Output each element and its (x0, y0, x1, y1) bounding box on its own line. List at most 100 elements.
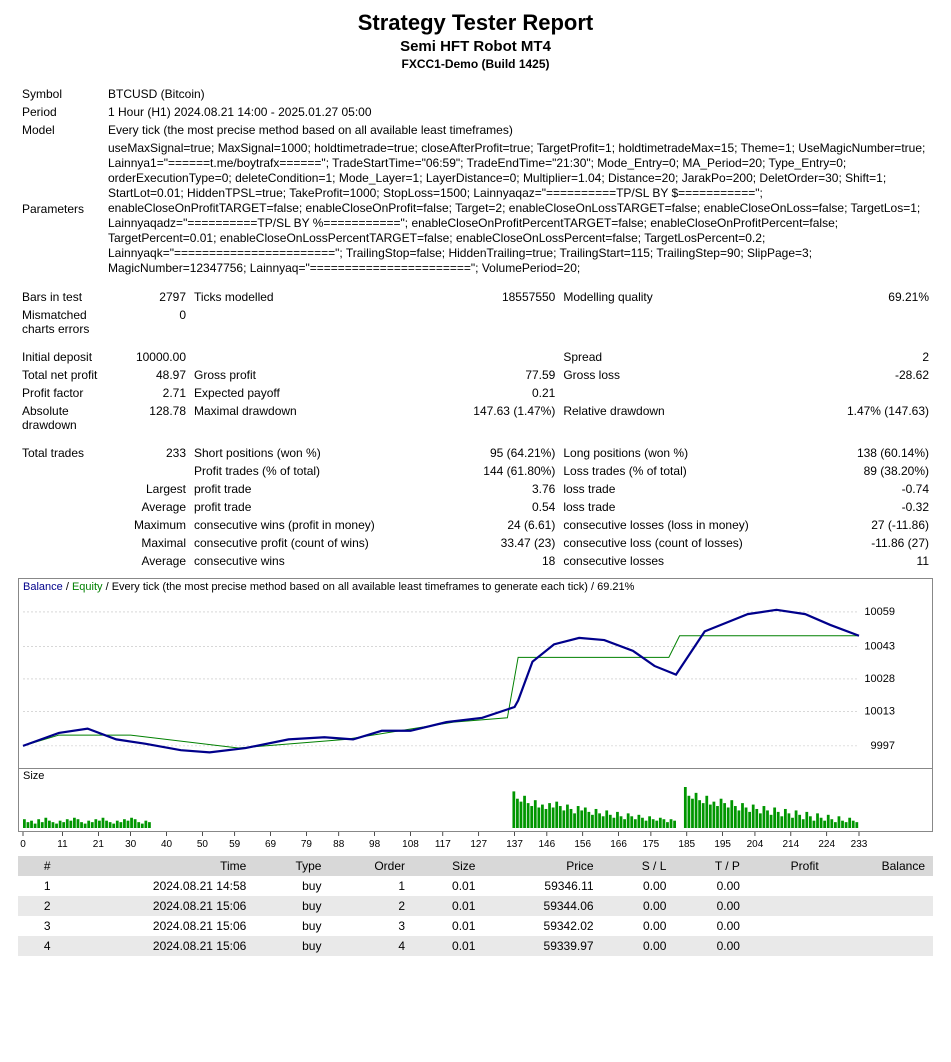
svg-text:11: 11 (57, 839, 68, 850)
trades-col-header: Time (59, 856, 255, 876)
trades-col-header: Order (329, 856, 413, 876)
spread-label: Spread (559, 348, 805, 366)
maxconsloss-label: consecutive loss (count of losses) (559, 534, 805, 552)
table-row: 32024.08.21 15:06buy30.0159342.020.000.0… (18, 916, 933, 936)
grossloss-value: -28.62 (805, 366, 933, 384)
maximal-label: Maximal (104, 534, 190, 552)
svg-text:21: 21 (93, 839, 105, 850)
largest-loss-label: loss trade (559, 480, 805, 498)
chart-caption-tail: Every tick (the most precise method base… (112, 581, 635, 593)
svg-text:195: 195 (714, 839, 731, 850)
maxdd-label: Maximal drawdown (190, 402, 431, 434)
svg-text:50: 50 (197, 839, 209, 850)
svg-text:9997: 9997 (871, 740, 895, 752)
svg-text:175: 175 (643, 839, 660, 850)
avgconswins-label: consecutive wins (190, 552, 431, 570)
init-dep-label: Initial deposit (18, 348, 104, 366)
avg-loss-label: loss trade (559, 498, 805, 516)
grossprofit-value: 77.59 (431, 366, 559, 384)
totaltrades-label: Total trades (18, 444, 104, 462)
largest-label: Largest (104, 480, 190, 498)
svg-text:224: 224 (818, 839, 835, 850)
absdd-label: Absolute drawdown (18, 402, 104, 434)
profitfactor-label: Profit factor (18, 384, 104, 402)
svg-text:137: 137 (506, 839, 523, 850)
netprofit-label: Total net profit (18, 366, 104, 384)
balance-word: Balance (23, 581, 63, 593)
volume-chart-svg (19, 783, 899, 828)
maxconslosses-value: 27 (-11.86) (805, 516, 933, 534)
table-row: 22024.08.21 15:06buy20.0159344.060.000.0… (18, 896, 933, 916)
totaltrades-value: 233 (104, 444, 190, 462)
svg-text:108: 108 (402, 839, 419, 850)
trades-col-header: # (18, 856, 59, 876)
avg-loss-value: -0.32 (805, 498, 933, 516)
trades-col-header: Price (483, 856, 601, 876)
grossprofit-label: Gross profit (190, 366, 431, 384)
maxconsloss-value: -11.86 (27) (805, 534, 933, 552)
longpos-label: Long positions (won %) (559, 444, 805, 462)
maxconswins-value: 24 (6.61) (431, 516, 559, 534)
equity-word: Equity (72, 581, 103, 593)
balance-chart: Balance / Equity / Every tick (the most … (18, 578, 933, 832)
trades-col-header: Type (254, 856, 329, 876)
svg-text:127: 127 (470, 839, 487, 850)
maxdd-value: 147.63 (1.47%) (431, 402, 559, 434)
avg-profit-label: profit trade (190, 498, 431, 516)
longpos-value: 138 (60.14%) (805, 444, 933, 462)
bars-label: Bars in test (18, 288, 104, 306)
reldd-value: 1.47% (147.63) (805, 402, 933, 434)
size-label: Size (19, 769, 932, 783)
maxconslosses-label: consecutive losses (loss in money) (559, 516, 805, 534)
mismatched-value: 0 (104, 306, 190, 338)
balance-chart-svg: 100591004310028100139997 (19, 595, 899, 765)
svg-text:10059: 10059 (864, 606, 895, 618)
period-label: Period (18, 103, 104, 121)
svg-text:146: 146 (539, 839, 556, 850)
svg-text:233: 233 (851, 839, 868, 850)
report-header: Strategy Tester Report Semi HFT Robot MT… (18, 10, 933, 71)
maximum-label: Maximum (104, 516, 190, 534)
losstrades-value: 89 (38.20%) (805, 462, 933, 480)
reldd-label: Relative drawdown (559, 402, 805, 434)
maxconsprofit-label: consecutive profit (count of wins) (190, 534, 431, 552)
params-value: useMaxSignal=true; MaxSignal=1000; holdt… (104, 139, 933, 278)
svg-text:156: 156 (574, 839, 591, 850)
ticks-label: Ticks modelled (190, 288, 431, 306)
ticks-value: 18557550 (431, 288, 559, 306)
svg-text:185: 185 (678, 839, 695, 850)
largest-profit-label: profit trade (190, 480, 431, 498)
shortpos-value: 95 (64.21%) (431, 444, 559, 462)
svg-text:79: 79 (301, 839, 313, 850)
avg-profit-value: 0.54 (431, 498, 559, 516)
trades-col-header: S / L (602, 856, 675, 876)
meta-table: Symbol BTCUSD (Bitcoin) Period 1 Hour (H… (18, 85, 933, 570)
model-value: Every tick (the most precise method base… (104, 121, 933, 139)
quality-value: 69.21% (805, 288, 933, 306)
average-label: Average (104, 498, 190, 516)
xaxis-svg: 0112130405059697988981081171271371461561… (18, 832, 900, 850)
report-subtitle: Semi HFT Robot MT4 (18, 38, 933, 55)
trades-col-header: T / P (674, 856, 748, 876)
svg-text:69: 69 (265, 839, 277, 850)
symbol-value: BTCUSD (Bitcoin) (104, 85, 933, 103)
svg-text:30: 30 (125, 839, 137, 850)
profitfactor-value: 2.71 (104, 384, 190, 402)
svg-text:40: 40 (161, 839, 173, 850)
grossloss-label: Gross loss (559, 366, 805, 384)
trades-header-row: #TimeTypeOrderSizePriceS / LT / PProfitB… (18, 856, 933, 876)
symbol-label: Symbol (18, 85, 104, 103)
netprofit-value: 48.97 (104, 366, 190, 384)
trades-table: #TimeTypeOrderSizePriceS / LT / PProfitB… (18, 856, 933, 956)
quality-label: Modelling quality (559, 288, 805, 306)
svg-text:166: 166 (610, 839, 627, 850)
svg-text:88: 88 (333, 839, 345, 850)
expected-label: Expected payoff (190, 384, 431, 402)
avgconslosses-value: 11 (805, 552, 933, 570)
trades-col-header: Profit (748, 856, 827, 876)
profittrades-value: 144 (61.80%) (431, 462, 559, 480)
svg-text:0: 0 (20, 839, 26, 850)
svg-text:117: 117 (435, 839, 451, 850)
average-label2: Average (104, 552, 190, 570)
svg-text:59: 59 (229, 839, 241, 850)
